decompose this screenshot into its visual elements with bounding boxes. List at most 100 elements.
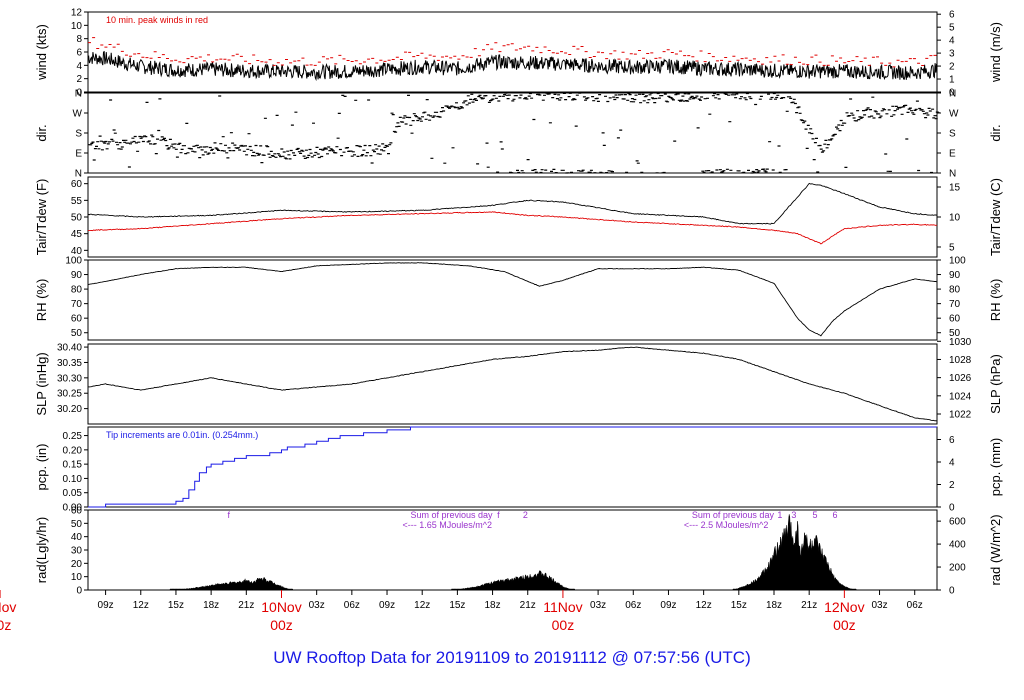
direction-right-ytick-label: N <box>949 169 956 180</box>
pressure-right-ytick-label: 1024 <box>949 391 972 402</box>
day-time-label: 00z <box>552 617 575 633</box>
day-date-label: 10Nov <box>261 599 301 615</box>
x-tick-label: 18z <box>203 600 219 611</box>
x-tick-label: 06z <box>907 600 923 611</box>
direction-right-ytick-label: W <box>949 109 959 120</box>
pressure-frame <box>87 343 938 425</box>
temperature-frame <box>87 176 938 258</box>
radiation-ytick-label: 30 <box>71 546 83 557</box>
pressure-ytick-label: 30.25 <box>57 389 82 400</box>
wind-frame <box>87 11 938 93</box>
x-tick-label: 03z <box>590 600 606 611</box>
pressure-ytick-label: 30.40 <box>57 343 82 354</box>
radiation-ytick-label: 50 <box>71 519 83 530</box>
x-tick-label: 09z <box>660 600 676 611</box>
wind-right-ytick-label: 4 <box>949 36 955 47</box>
wind-ylabel: wind (kts) <box>34 24 49 81</box>
temperature-ylabel-right: Tair/Tdew (C) <box>988 178 1003 256</box>
radiation-marker: f <box>497 510 500 520</box>
radiation-marker: 1 <box>777 510 782 520</box>
radiation-area <box>732 514 857 591</box>
precipitation-annotation: Tip increments are 0.01in. (0.254mm.) <box>106 430 258 440</box>
precipitation-ytick-label: 0.15 <box>63 460 83 471</box>
humidity-ytick-label: 50 <box>71 328 83 339</box>
temperature-ytick-label: 60 <box>71 179 83 190</box>
wind-peak-marks <box>88 37 937 68</box>
radiation-marker: 5 <box>813 510 818 520</box>
pressure-ylabel-right: SLP (hPa) <box>988 354 1003 414</box>
x-tick-label: 21z <box>801 600 817 611</box>
humidity-ytick-label: 100 <box>65 256 82 267</box>
x-tick-label: 06z <box>344 600 360 611</box>
humidity-right-ytick-label: 60 <box>949 314 961 325</box>
radiation-note: Sum of previous day <box>692 510 775 520</box>
precipitation-right-ytick-label: 0 <box>949 503 955 514</box>
temperature-ytick-label: 45 <box>71 229 83 240</box>
wind-annotation: 10 min. peak winds in red <box>106 15 208 25</box>
wind-right-ytick-label: 3 <box>949 49 955 60</box>
wind-series-line <box>87 50 937 82</box>
direction-ytick-label: E <box>75 149 82 160</box>
radiation-right-ytick-label: 0 <box>949 586 955 597</box>
humidity-ytick-label: 80 <box>71 285 83 296</box>
temperature-ytick-label: 55 <box>71 196 83 207</box>
x-tick-label: 12z <box>414 600 430 611</box>
pressure-ytick-label: 30.35 <box>57 358 82 369</box>
day-date-label: 11Nov <box>543 599 582 615</box>
wind-ytick-label: 4 <box>76 61 82 72</box>
humidity-right-ytick-label: 100 <box>949 256 966 267</box>
x-tick-label: 09z <box>98 600 114 611</box>
x-tick-label: 21z <box>520 600 536 611</box>
humidity-ytick-label: 60 <box>71 314 83 325</box>
radiation-marker: 6 <box>832 510 837 520</box>
direction-ylabel: dir. <box>34 124 49 141</box>
wind-ytick-label: 0 <box>76 88 82 99</box>
direction-ylabel-right: dir. <box>988 124 1003 141</box>
wind-ytick-label: 12 <box>71 8 83 19</box>
direction-ytick-label: S <box>75 129 82 140</box>
temperature-right-ytick-label: 10 <box>949 213 961 224</box>
wind-right-ytick-label: 0 <box>949 88 955 99</box>
radiation-ylabel: rad(Lgly/hr) <box>34 517 49 583</box>
direction-ytick-label: N <box>75 169 82 180</box>
precipitation-ytick-label: 0.05 <box>63 488 83 499</box>
x-tick-label: 12z <box>133 600 149 611</box>
radiation-marker: 3 <box>791 510 796 520</box>
wind-right-ytick-label: 5 <box>949 23 955 34</box>
radiation-marker: 2 <box>523 510 528 520</box>
day-date-label: 9Nov <box>0 599 16 615</box>
x-tick-label: 03z <box>871 600 887 611</box>
x-tick-label: 06z <box>625 600 641 611</box>
humidity-frame <box>87 259 938 341</box>
temperature-ytick-label: 50 <box>71 213 83 224</box>
direction-ytick-label: N <box>75 89 82 100</box>
humidity-right-ytick-label: 90 <box>949 270 961 281</box>
pressure-right-ytick-label: 1026 <box>949 373 972 384</box>
pressure-ylabel: SLP (inHg) <box>34 352 49 415</box>
radiation-ytick-label: 10 <box>71 572 83 583</box>
precipitation-ytick-label: 0.00 <box>63 503 83 514</box>
direction-ytick-label: W <box>73 109 83 120</box>
chart-title: UW Rooftop Data for 20191109 to 20191112… <box>273 648 751 667</box>
precipitation-right-ytick-label: 4 <box>949 457 955 468</box>
temperature-series-line <box>87 211 938 245</box>
precipitation-ylabel: pcp. (in) <box>34 444 49 491</box>
precipitation-right-ytick-label: 2 <box>949 480 955 491</box>
humidity-right-ytick-label: 80 <box>949 285 961 296</box>
direction-right-ytick-label: S <box>949 129 956 140</box>
day-date-label: 12Nov <box>824 599 864 615</box>
radiation-right-ytick-label: 600 <box>949 517 966 528</box>
x-tick-label: 18z <box>485 600 501 611</box>
pressure-ytick-label: 30.30 <box>57 373 82 384</box>
radiation-right-ytick-label: 200 <box>949 563 966 574</box>
temperature-right-ytick-label: 5 <box>949 242 955 253</box>
x-tick-label: 03z <box>309 600 325 611</box>
wind-ytick-label: 8 <box>76 34 82 45</box>
x-tick-label: 09z <box>379 600 395 611</box>
wind-ytick-label: 10 <box>71 21 83 32</box>
x-tick-label: 15z <box>731 600 747 611</box>
humidity-right-ytick-label: 50 <box>949 328 961 339</box>
wind-right-ytick-label: 1 <box>949 75 955 86</box>
humidity-ytick-label: 70 <box>71 299 83 310</box>
